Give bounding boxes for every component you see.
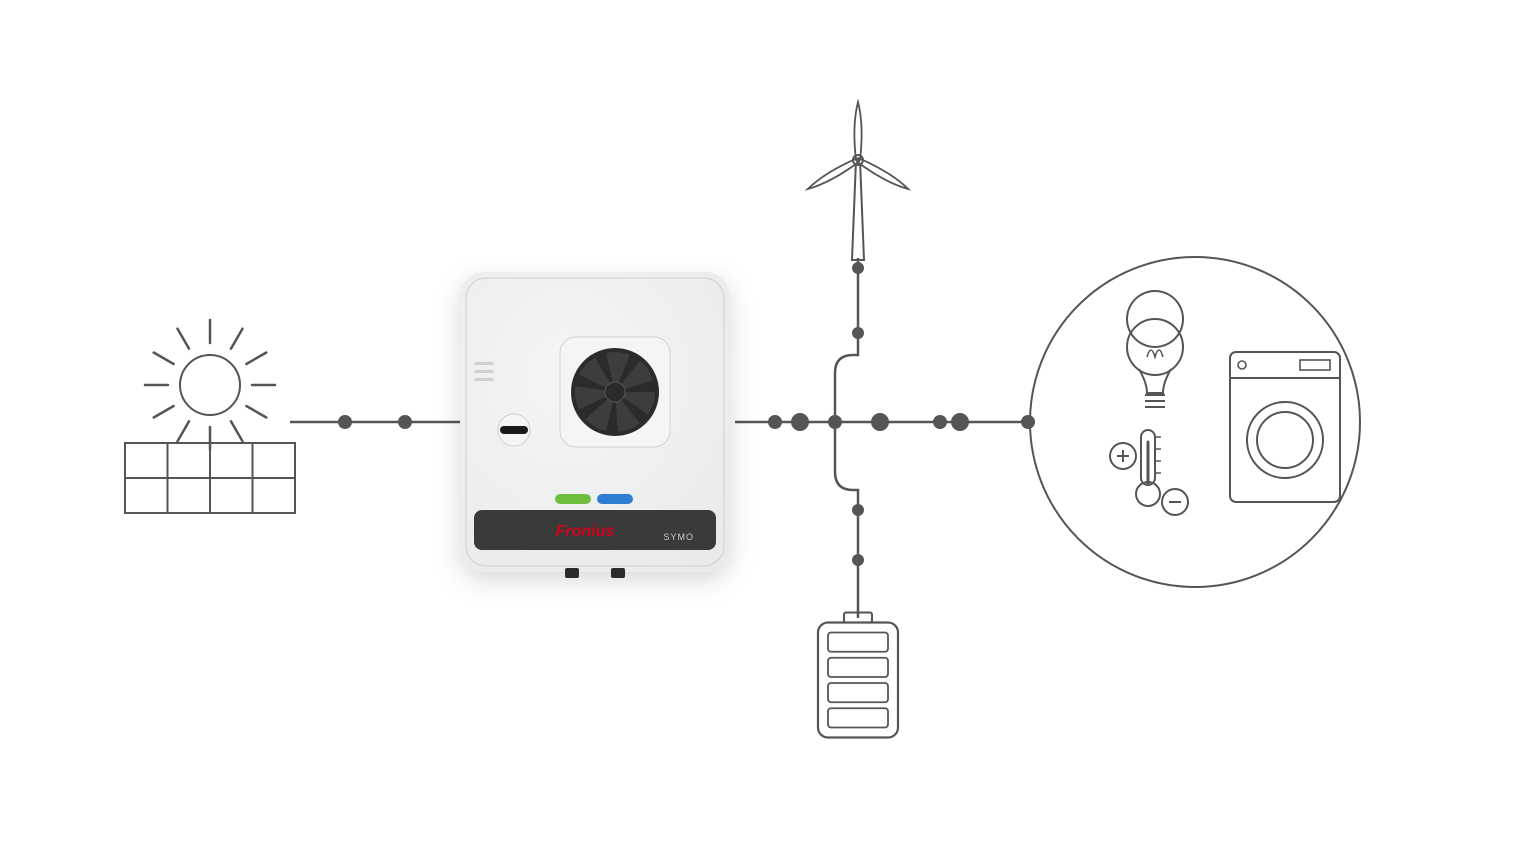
- solar-icon: [125, 320, 295, 513]
- inverter-model-label: SYMO: [663, 532, 694, 542]
- energy-system-diagram: Fronius SYMO: [0, 0, 1540, 866]
- inverter-device: Fronius SYMO: [460, 272, 730, 578]
- inverter-brand-label: Fronius: [556, 523, 615, 540]
- wind-turbine-icon: [808, 102, 908, 260]
- battery-icon: [818, 613, 898, 738]
- household-loads-icon: [1030, 257, 1360, 587]
